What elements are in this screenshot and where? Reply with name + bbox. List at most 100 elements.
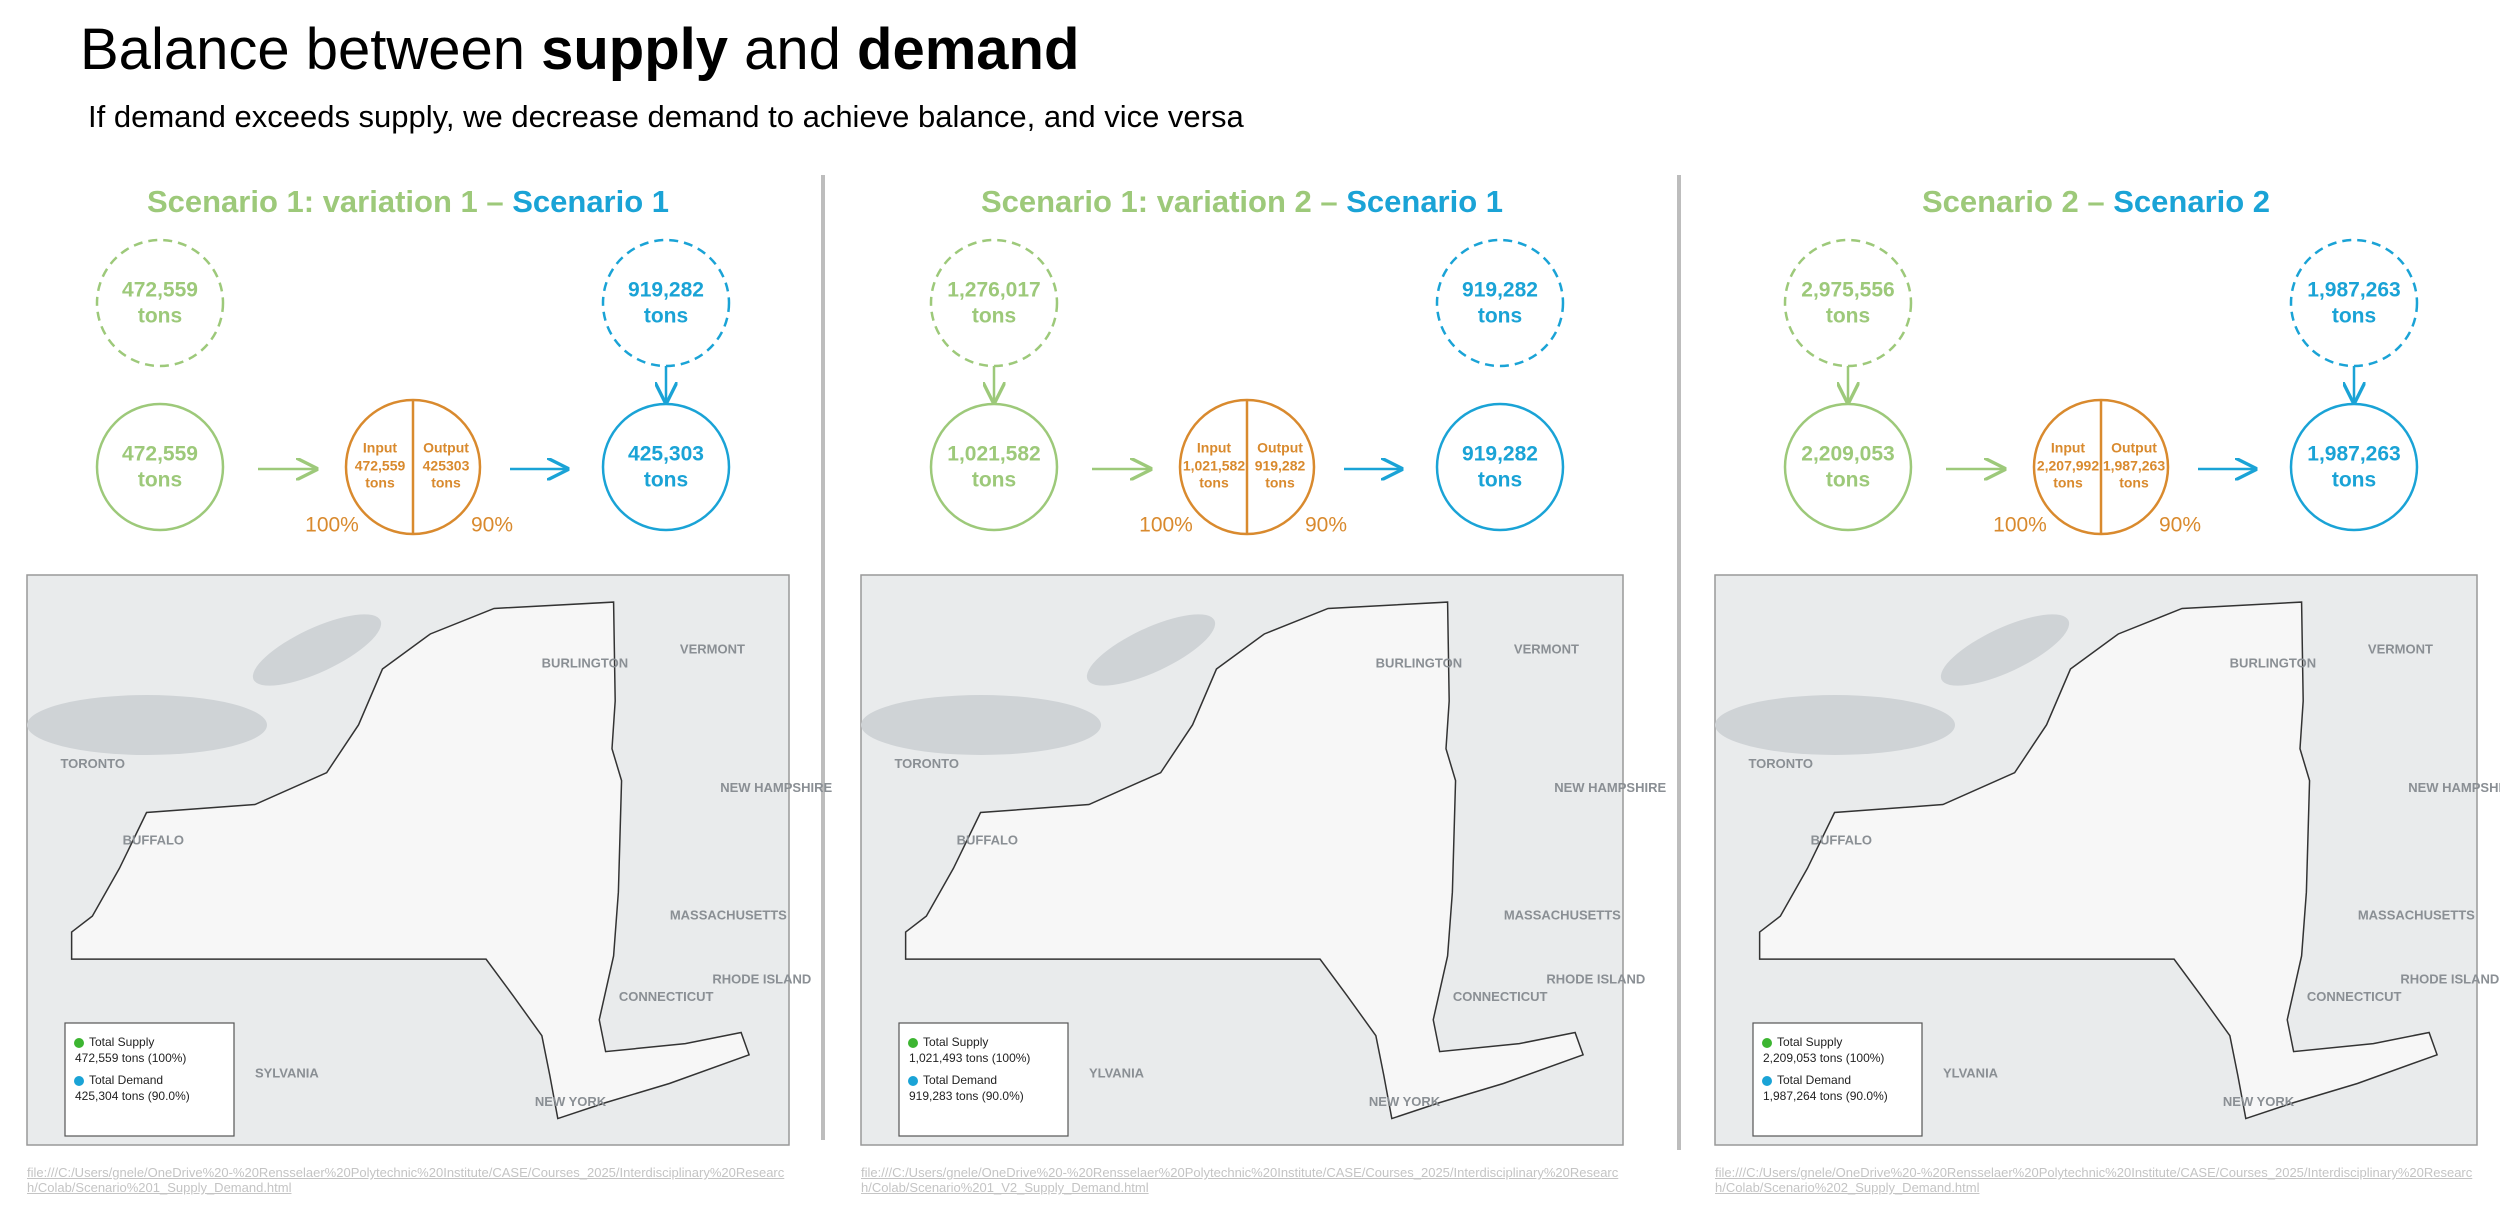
map: TORONTO VERMONT NEW HAMPSHIRE MASSACHUSETTS… <box>1714 574 2500 1146</box>
map-label: MASSACHUSETTS <box>670 908 787 923</box>
legend-detail: 472,559 tons (100%) <box>75 1051 186 1065</box>
map-label: MASSACHUSETTS <box>2358 908 2475 923</box>
percent-label: 90% <box>471 514 513 537</box>
file-path: file:///C:/Users/gnele/OneDrive%20-%20Re… <box>27 1165 785 1195</box>
legend-dot <box>74 1038 84 1048</box>
slide-subtitle: If demand exceeds supply, we decrease de… <box>88 99 1244 134</box>
quantity-circle <box>601 238 731 368</box>
process-text: 472,559 <box>355 458 406 474</box>
quantity-circle <box>1435 238 1565 368</box>
map-label: VERMONT <box>1514 641 1579 656</box>
legend-detail: 919,283 tons (90.0%) <box>909 1089 1024 1103</box>
process-text: 1,987,263 <box>2103 458 2165 474</box>
quantity-value: 1,276,017 <box>947 279 1040 302</box>
quantity-value: 919,282 <box>1462 443 1538 466</box>
file-path: file:///C:/Users/gnele/OneDrive%20-%20Re… <box>861 1165 1619 1195</box>
scenario-title-part: Scenario 1: variation 1 – <box>147 184 512 219</box>
process-text: tons <box>1265 475 1295 491</box>
state-outline <box>1758 601 2439 1120</box>
map-label: VERMONT <box>680 641 745 656</box>
legend-label: Total Demand <box>89 1073 163 1087</box>
process-text: Input <box>2051 440 2086 456</box>
percent-label: 100% <box>305 514 359 537</box>
map-label: BUFFALO <box>957 833 1018 848</box>
quantity-value: 472,559 <box>122 443 198 466</box>
process-text: 425303 <box>423 458 470 474</box>
scenario-title-part: Scenario 2 – <box>1922 184 2113 219</box>
process-text: Input <box>1197 440 1232 456</box>
process-text: tons <box>431 475 461 491</box>
quantity-circle <box>1783 238 1913 368</box>
map-label: RHODE ISLAND <box>1546 971 1645 986</box>
process-text: Input <box>363 440 398 456</box>
quantity-value: 919,282 <box>628 279 704 302</box>
map-label: TORONTO <box>894 756 959 771</box>
legend-label: Total Demand <box>1777 1073 1851 1087</box>
quantity-circle <box>1783 402 1913 532</box>
quantity-unit: tons <box>644 469 688 492</box>
legend-label: Total Supply <box>1777 1035 1842 1049</box>
process-text: Output <box>1257 440 1303 456</box>
quantity-unit: tons <box>1478 305 1522 328</box>
quantity-value: 1,987,263 <box>2307 279 2400 302</box>
quantity-value: 1,021,582 <box>947 443 1040 466</box>
process-text: 2,207,992 <box>2037 458 2099 474</box>
map-label: RHODE ISLAND <box>2400 971 2499 986</box>
process-text: tons <box>2053 475 2083 491</box>
quantity-value: 425,303 <box>628 443 704 466</box>
quantity-unit: tons <box>644 305 688 328</box>
scenario-title-part: Scenario 1 <box>1346 184 1503 219</box>
quantity-unit: tons <box>1478 469 1522 492</box>
scenario-title-part: Scenario 2 <box>2113 184 2270 219</box>
scenario-title-part: Scenario 1: variation 2 – <box>981 184 1346 219</box>
legend-dot <box>1762 1038 1772 1048</box>
quantity-value: 919,282 <box>1462 279 1538 302</box>
legend-box <box>1752 1022 1923 1137</box>
scenario-panel: Scenario 1: variation 2 – Scenario 1 1,27… <box>860 184 1666 1146</box>
process-text: tons <box>1199 475 1229 491</box>
map-label: NEW YORK <box>2223 1094 2295 1109</box>
map-label: SYLVANIA <box>255 1065 319 1080</box>
quantity-unit: tons <box>1826 469 1870 492</box>
map-label: TORONTO <box>1748 756 1813 771</box>
quantity-unit: tons <box>2332 305 2376 328</box>
scenario-title-part: Scenario 1 <box>512 184 669 219</box>
map-label: YLVANIA <box>1089 1065 1145 1080</box>
lake <box>1086 614 1216 686</box>
legend-dot <box>908 1038 918 1048</box>
quantity-unit: tons <box>2332 469 2376 492</box>
legend-detail: 1,021,493 tons (100%) <box>909 1051 1030 1065</box>
quantity-unit: tons <box>138 469 182 492</box>
quantity-circle <box>95 402 225 532</box>
quantity-value: 2,975,556 <box>1801 279 1894 302</box>
map-label: NEW YORK <box>1369 1094 1441 1109</box>
process-text: 919,282 <box>1255 458 1306 474</box>
quantity-value: 1,987,263 <box>2307 443 2400 466</box>
lake <box>1940 614 2070 686</box>
map-label: YLVANIA <box>1943 1065 1999 1080</box>
map-label: CONNECTICUT <box>619 989 714 1004</box>
map-label: NEW HAMPSHIRE <box>720 780 832 795</box>
map-label: NEW YORK <box>535 1094 607 1109</box>
slide-title: Balance between supply and demand <box>80 17 1079 82</box>
quantity-unit: tons <box>972 469 1016 492</box>
map-label: CONNECTICUT <box>1453 989 1548 1004</box>
map-label: MASSACHUSETTS <box>1504 908 1621 923</box>
map: TORONTO VERMONT NEW HAMPSHIRE MASSACHUSETTS… <box>26 574 832 1146</box>
map-label: BURLINGTON <box>2230 656 2316 671</box>
map-label: TORONTO <box>60 756 125 771</box>
legend-label: Total Supply <box>89 1035 154 1049</box>
lake <box>27 695 267 755</box>
process-text: Output <box>423 440 469 456</box>
legend-detail: 1,987,264 tons (90.0%) <box>1763 1089 1888 1103</box>
scenario-title: Scenario 2 – Scenario 2 <box>1922 184 2270 219</box>
quantity-circle <box>929 238 1059 368</box>
map: TORONTO VERMONT NEW HAMPSHIRE MASSACHUSETTS… <box>860 574 1666 1146</box>
process-text: tons <box>365 475 395 491</box>
scenario-title: Scenario 1: variation 2 – Scenario 1 <box>981 184 1503 219</box>
state-outline <box>904 601 1585 1120</box>
map-label: CONNECTICUT <box>2307 989 2402 1004</box>
title-part: and <box>728 17 857 82</box>
